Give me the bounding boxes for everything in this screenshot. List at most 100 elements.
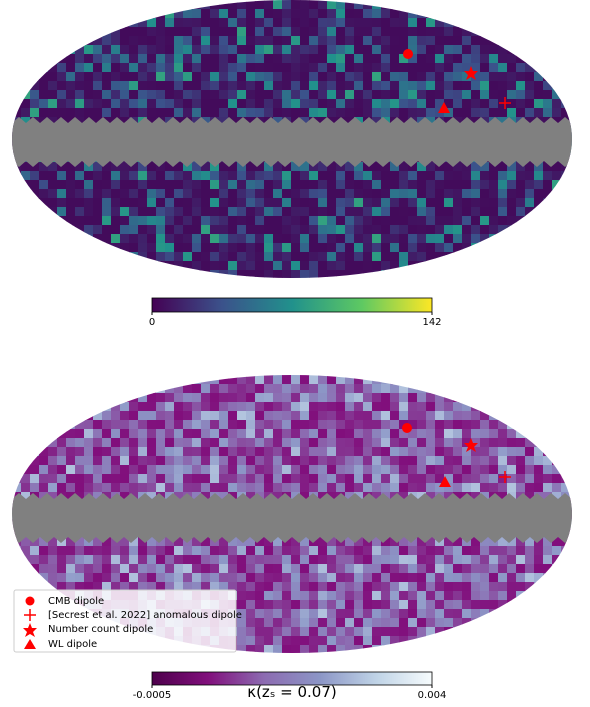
sky-pixel bbox=[498, 618, 508, 628]
figure: CMB dipole [Secrest et al. 2022] anomalo… bbox=[0, 0, 590, 707]
sky-pixel bbox=[417, 591, 427, 601]
sky-pixel bbox=[534, 90, 544, 100]
sky-pixel bbox=[561, 108, 571, 118]
sky-pixel bbox=[408, 189, 418, 199]
sky-pixel bbox=[300, 270, 310, 280]
sky-pixel bbox=[399, 0, 409, 10]
sky-pixel bbox=[210, 0, 220, 10]
sky-pixel bbox=[165, 279, 175, 289]
sky-pixel bbox=[300, 600, 310, 610]
sky-pixel bbox=[246, 618, 256, 628]
sky-pixel bbox=[75, 654, 85, 664]
sky-pixel bbox=[102, 198, 112, 208]
sky-pixel bbox=[30, 243, 40, 253]
sky-pixel bbox=[246, 447, 256, 457]
sky-pixel bbox=[228, 465, 238, 475]
sky-pixel bbox=[417, 456, 427, 466]
sky-pixel bbox=[174, 198, 184, 208]
sky-pixel bbox=[282, 384, 292, 394]
sky-pixel bbox=[138, 99, 148, 109]
sky-pixel bbox=[237, 216, 247, 226]
sky-pixel bbox=[327, 618, 337, 628]
sky-pixel bbox=[93, 171, 103, 181]
sky-pixel bbox=[147, 243, 157, 253]
sky-pixel bbox=[282, 546, 292, 556]
sky-pixel bbox=[255, 393, 265, 403]
sky-pixel bbox=[30, 393, 40, 403]
sky-pixel bbox=[399, 243, 409, 253]
sky-pixel bbox=[318, 27, 328, 37]
sky-pixel bbox=[57, 447, 67, 457]
sky-pixel bbox=[408, 27, 418, 37]
sky-pixel bbox=[300, 420, 310, 430]
sky-pixel bbox=[201, 54, 211, 64]
sky-pixel bbox=[66, 81, 76, 91]
sky-pixel bbox=[453, 189, 463, 199]
sky-pixel bbox=[39, 207, 49, 217]
sky-pixel bbox=[111, 36, 121, 46]
sky-pixel bbox=[570, 582, 580, 592]
sky-pixel bbox=[552, 18, 562, 28]
sky-pixel bbox=[39, 180, 49, 190]
sky-pixel bbox=[534, 483, 544, 493]
sky-pixel bbox=[84, 27, 94, 37]
sky-pixel bbox=[93, 465, 103, 475]
sky-pixel bbox=[147, 36, 157, 46]
sky-pixel bbox=[273, 216, 283, 226]
sky-pixel bbox=[345, 234, 355, 244]
sky-pixel bbox=[147, 72, 157, 82]
sky-pixel bbox=[417, 564, 427, 574]
sky-pixel bbox=[471, 234, 481, 244]
sky-pixel bbox=[192, 456, 202, 466]
sky-pixel bbox=[210, 420, 220, 430]
sky-pixel bbox=[507, 90, 517, 100]
sky-pixel bbox=[255, 618, 265, 628]
sky-pixel bbox=[417, 654, 427, 664]
sky-pixel bbox=[300, 402, 310, 412]
sky-pixel bbox=[552, 600, 562, 610]
sky-pixel bbox=[327, 261, 337, 271]
sky-pixel bbox=[453, 474, 463, 484]
sky-pixel bbox=[228, 99, 238, 109]
sky-pixel bbox=[525, 609, 535, 619]
sky-pixel bbox=[183, 81, 193, 91]
sky-pixel bbox=[12, 447, 22, 457]
sky-pixel bbox=[552, 171, 562, 181]
sky-pixel bbox=[570, 270, 580, 280]
sky-pixel bbox=[219, 189, 229, 199]
sky-pixel bbox=[426, 609, 436, 619]
sky-pixel bbox=[471, 555, 481, 565]
sky-pixel bbox=[381, 261, 391, 271]
sky-pixel bbox=[156, 54, 166, 64]
sky-pixel bbox=[444, 207, 454, 217]
sky-pixel bbox=[210, 18, 220, 28]
sky-pixel bbox=[309, 270, 319, 280]
sky-pixel bbox=[426, 582, 436, 592]
sky-pixel bbox=[192, 171, 202, 181]
sky-pixel bbox=[552, 465, 562, 475]
sky-pixel bbox=[390, 225, 400, 235]
sky-pixel bbox=[309, 456, 319, 466]
sky-pixel bbox=[336, 108, 346, 118]
sky-pixel bbox=[192, 234, 202, 244]
sky-pixel bbox=[363, 252, 373, 262]
sky-pixel bbox=[291, 456, 301, 466]
sky-pixel bbox=[534, 45, 544, 55]
sky-pixel bbox=[219, 654, 229, 664]
sky-pixel bbox=[471, 411, 481, 421]
sky-pixel bbox=[282, 600, 292, 610]
sky-pixel bbox=[480, 438, 490, 448]
sky-pixel bbox=[84, 90, 94, 100]
sky-pixel bbox=[264, 279, 274, 289]
sky-pixel bbox=[156, 447, 166, 457]
sky-pixel bbox=[255, 375, 265, 385]
sky-pixel bbox=[66, 45, 76, 55]
sky-pixel bbox=[273, 627, 283, 637]
sky-pixel bbox=[363, 234, 373, 244]
sky-pixel bbox=[399, 63, 409, 73]
sky-pixel bbox=[129, 447, 139, 457]
sky-pixel bbox=[111, 171, 121, 181]
sky-pixel bbox=[390, 252, 400, 262]
sky-pixel bbox=[192, 36, 202, 46]
colorbar-tick-label: 0.004 bbox=[418, 690, 447, 701]
